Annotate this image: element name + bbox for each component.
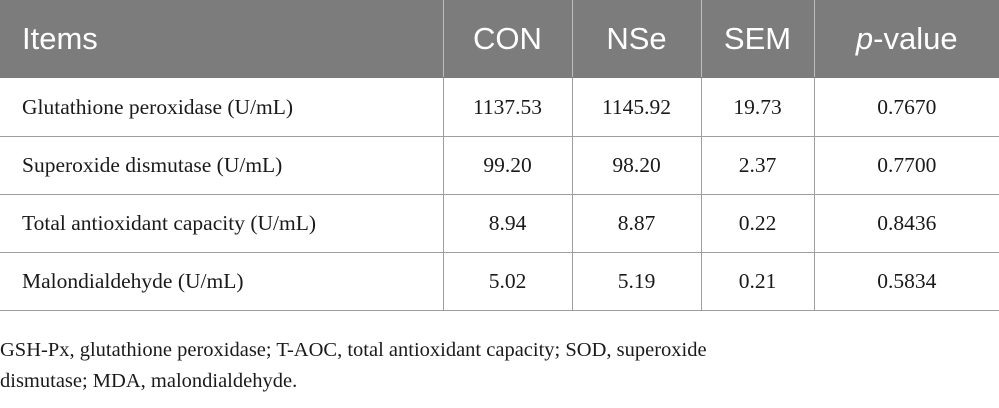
header-row: Items CON NSe SEM p-value [0,0,999,78]
row-sem: 19.73 [700,77,814,137]
table-header: Items CON NSe SEM p-value [0,0,999,78]
row-p-value: 0.5834 [813,252,999,311]
row-con: 99.20 [442,136,572,195]
header-p-suffix: -value [873,20,958,56]
footnote-line-1: GSH-Px, glutathione peroxidase; T-AOC, t… [0,339,707,361]
row-sem: 0.21 [700,252,814,311]
row-item: Malondialdehyde (U/mL) [0,252,443,311]
table-row: Glutathione peroxidase (U/mL) 1137.53 11… [0,77,999,137]
table-row: Superoxide dismutase (U/mL) 99.20 98.20 … [0,136,999,195]
header-nse: NSe [571,0,701,78]
row-p-value: 0.7700 [813,136,999,195]
header-p-letter: p [855,20,874,56]
row-con: 5.02 [442,252,572,311]
row-item: Superoxide dismutase (U/mL) [0,136,443,195]
row-sem: 2.37 [700,136,814,195]
row-nse: 98.20 [571,136,701,195]
row-item: Total antioxidant capacity (U/mL) [0,194,443,253]
row-nse: 1145.92 [571,77,701,137]
footnote-line-2: dismutase; MDA, malondialdehyde. [0,370,298,392]
row-con: 8.94 [442,194,572,253]
row-item: Glutathione peroxidase (U/mL) [0,77,443,137]
header-con: CON [442,0,572,78]
row-p-value: 0.7670 [813,77,999,137]
row-nse: 8.87 [571,194,701,253]
data-table-container: Items CON NSe SEM p-value Glutathione pe… [0,0,999,311]
row-p-value: 0.8436 [813,194,999,253]
row-con: 1137.53 [442,77,572,137]
row-sem: 0.22 [700,194,814,253]
header-sem: SEM [700,0,814,78]
table-row: Total antioxidant capacity (U/mL) 8.94 8… [0,194,999,253]
table-row: Malondialdehyde (U/mL) 5.02 5.19 0.21 0.… [0,252,999,311]
table-body: Glutathione peroxidase (U/mL) 1137.53 11… [0,77,999,311]
row-nse: 5.19 [571,252,701,311]
table-footnote: GSH-Px, glutathione peroxidase; T-AOC, t… [0,335,990,397]
header-items: Items [0,0,443,78]
antioxidant-table: Items CON NSe SEM p-value Glutathione pe… [0,0,999,311]
header-p-value: p-value [813,0,999,78]
